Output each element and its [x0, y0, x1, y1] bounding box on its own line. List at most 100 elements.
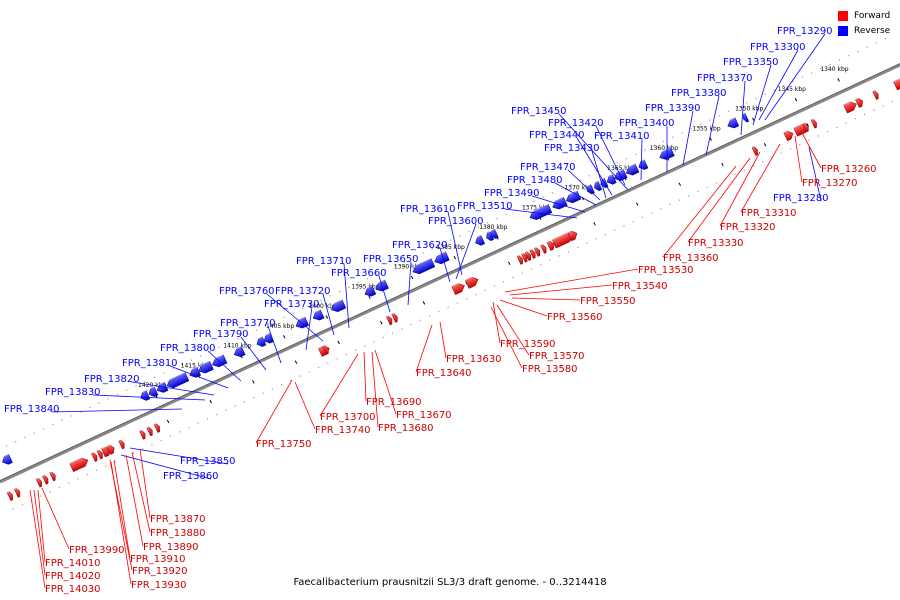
kbp-tick-marks: 1340 kbp 1345 kbp 1350 kbp 1355 kbp 1360 kbp… [138, 66, 852, 424]
tick-mark [337, 340, 340, 345]
gene-label-fpr-13680: FPR_13680 [378, 423, 434, 434]
forward-gene-arrow [118, 438, 125, 450]
gene-label-fpr-13270: FPR_13270 [802, 178, 858, 189]
gene-label-fpr-13330: FPR_13330 [688, 238, 744, 249]
gene-label-fpr-13430: FPR_13430 [544, 143, 600, 154]
legend-item-forward: Forward [838, 8, 890, 23]
leader-line [139, 448, 151, 519]
gene-label-fpr-13410: FPR_13410 [594, 131, 650, 142]
legend-item-reverse: Reverse [838, 23, 890, 38]
gene-label-fpr-14010: FPR_14010 [45, 558, 101, 569]
gene-label-fpr-13260: FPR_13260 [821, 164, 877, 175]
leader-line [595, 125, 626, 186]
forward-gene-arrow [521, 251, 528, 263]
leader-line [267, 325, 282, 364]
forward-gene-arrow [153, 422, 160, 433]
gene-labels: FPR_13290 FPR_13300 FPR_13350 FPR_13370 FPR_… [4, 26, 877, 595]
leader-line [531, 195, 586, 213]
gene-arrows [0, 72, 900, 501]
forward-gene-arrow [872, 89, 879, 100]
gene-label-fpr-13710: FPR_13710 [296, 256, 352, 267]
leader-line [808, 146, 822, 202]
gene-label-fpr-13510: FPR_13510 [457, 201, 513, 212]
gene-label-fpr-13350: FPR_13350 [723, 57, 779, 68]
leader-line [343, 263, 350, 329]
forward-gene-arrow [146, 425, 153, 437]
leader-line [764, 33, 826, 121]
gene-label-fpr-13740: FPR_13740 [315, 425, 371, 436]
leader-line [719, 151, 761, 227]
forward-gene-arrow [322, 344, 329, 355]
reverse-gene-arrow [362, 285, 377, 297]
gene-label-fpr-13650: FPR_13650 [363, 254, 419, 265]
gene-label-fpr-13360: FPR_13360 [663, 253, 719, 264]
leader-line [120, 454, 212, 480]
leader-line [662, 165, 737, 258]
leader-line [125, 454, 144, 547]
leader-line [687, 157, 751, 243]
leader-line [499, 299, 548, 317]
forward-gene-arrow [42, 473, 49, 485]
gene-label-fpr-13700: FPR_13700 [320, 412, 376, 423]
genome-caption: Faecalibacterium prausnitzii SL3/3 draft… [293, 577, 607, 588]
tick-mark [709, 137, 712, 141]
reverse-gene-arrow [725, 117, 740, 129]
forward-gene-arrow [783, 128, 794, 142]
gene-label-fpr-13300: FPR_13300 [750, 42, 806, 53]
forward-gene-arrow [69, 455, 89, 472]
forward-gene-arrow [751, 145, 758, 156]
gene-label-fpr-13390: FPR_13390 [645, 103, 701, 114]
gene-label-fpr-13580: FPR_13580 [522, 364, 578, 375]
reverse-gene-arrow [612, 169, 628, 181]
forward-gene-arrow [524, 250, 532, 261]
gene-label-fpr-13840: FPR_13840 [4, 404, 60, 415]
genome-backbone [0, 63, 900, 484]
leader-line [591, 150, 607, 199]
tick-mark [380, 320, 383, 325]
leader-line [758, 49, 799, 121]
gene-label-fpr-13830: FPR_13830 [45, 387, 101, 398]
forward-gene-arrow [802, 121, 809, 133]
gene-label-fpr-13630: FPR_13630 [446, 354, 502, 365]
forward-gene-arrow [843, 99, 857, 114]
tick-mark [410, 275, 414, 280]
leader-line [511, 297, 581, 301]
leader-line [640, 138, 643, 181]
gene-label-fpr-13760: FPR_13760 [219, 286, 275, 297]
gene-label-fpr-13310: FPR_13310 [741, 208, 797, 219]
gene-label-fpr-13280: FPR_13280 [773, 193, 829, 204]
reverse-gene-arrow [262, 332, 274, 344]
gene-label-fpr-13920: FPR_13920 [132, 566, 188, 577]
tick-mark [837, 78, 840, 82]
tick-mark [325, 315, 329, 319]
gene-label-fpr-13400: FPR_13400 [619, 118, 675, 129]
gene-label-fpr-13480: FPR_13480 [507, 175, 563, 186]
strand-legend: Forward Reverse [838, 8, 890, 38]
tick-mark [721, 162, 724, 167]
tick-label: 1390 kbp [394, 264, 422, 271]
leader-line [705, 95, 720, 156]
leader-line [567, 169, 601, 201]
gene-label-fpr-14020: FPR_14020 [45, 571, 101, 582]
gene-label-fpr-13800: FPR_13800 [160, 343, 216, 354]
leader-line [131, 381, 215, 396]
leader-line [794, 135, 803, 183]
leader-line [455, 223, 477, 280]
tick-mark [368, 295, 371, 299]
reverse-gene-arrow [311, 309, 325, 321]
tick-mark [252, 380, 255, 384]
gene-label-fpr-13930: FPR_13930 [131, 580, 187, 591]
tick-label: 1375 kbp [522, 204, 550, 211]
gene-label-fpr-13420: FPR_13420 [548, 118, 604, 129]
tick-label: 1340 kbp [820, 66, 848, 73]
leader-line [110, 461, 132, 585]
legend-swatch-reverse [838, 25, 848, 36]
reverse-gene-arrow [154, 381, 169, 393]
tick-mark [209, 399, 212, 404]
reverse-gene-arrow [196, 360, 214, 374]
legend-label-reverse: Reverse [854, 25, 891, 36]
forward-gene-arrow [533, 246, 541, 257]
gene-label-fpr-13660: FPR_13660 [331, 268, 387, 279]
tick-label: 1350 kbp [735, 106, 763, 113]
forward-gene-arrow [516, 254, 523, 265]
